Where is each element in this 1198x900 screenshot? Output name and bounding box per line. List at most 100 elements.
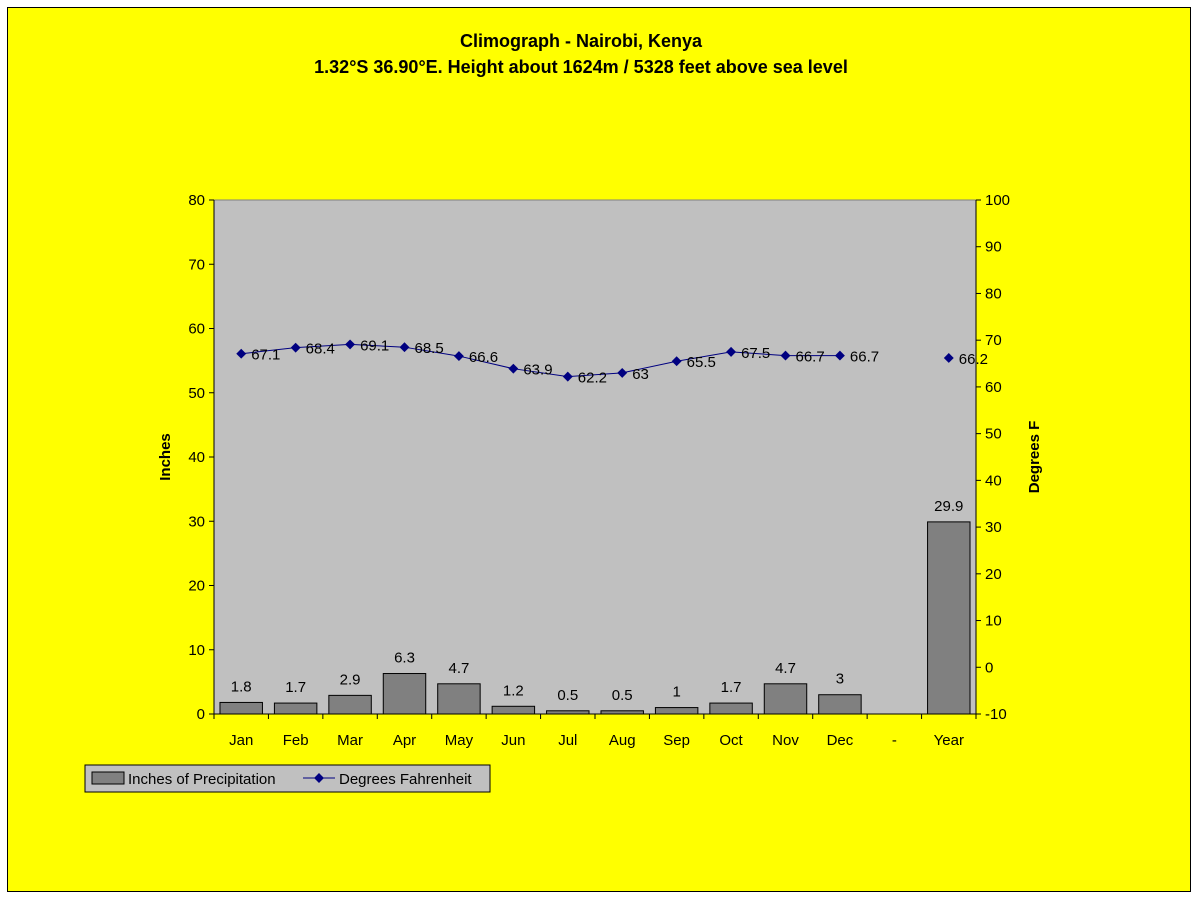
x-tick-label: Feb [283,732,309,749]
bar-value-label: 4.7 [448,660,469,677]
chart-frame: Climograph - Nairobi, Kenya 1.32°S 36.90… [7,7,1191,892]
plot-area [213,199,977,715]
temperature-marker [834,350,845,361]
x-tick-label: Jan [229,732,253,749]
temperature-value-label: 67.1 [251,347,280,364]
bar [273,702,318,715]
temperature-marker [562,371,573,382]
climograph-chart: Climograph - Nairobi, Kenya 1.32°S 36.90… [84,31,1043,793]
bar [546,710,590,715]
y-tick-label: 70 [188,256,205,273]
temperature-value-label: 62.2 [578,370,607,387]
temperature-marker [399,342,410,353]
y-tick-label: 50 [188,385,205,402]
bar-value-label: 1.7 [285,679,306,696]
temperature-value-label: 66.7 [796,349,825,366]
x-tick-label: Year [934,732,964,749]
y2-tick-label: 90 [985,239,1002,256]
bar [927,521,971,715]
bar-value-label: 4.7 [775,660,796,677]
legend-box [84,764,491,793]
x-tick-label: Apr [393,732,416,749]
legend-label-precipitation: Inches of Precipitation [128,771,276,788]
y2-tick-label: 50 [985,426,1002,443]
bar-value-label: 2.9 [340,671,361,688]
bar [600,710,644,715]
bar [763,683,808,715]
bar [219,701,263,715]
temperature-marker [617,367,628,378]
y2-tick-label: 70 [985,332,1002,349]
bar-value-label: 3 [836,671,844,688]
x-tick-label: Jun [501,732,525,749]
bar-value-label: 1.2 [503,682,524,699]
bar [654,707,699,715]
bar [382,673,427,715]
x-tick-label: Aug [609,732,636,749]
y2-tick-label: 10 [985,613,1002,630]
x-tick-label: Dec [827,732,854,749]
temperature-marker [508,363,519,374]
x-tick-label: Mar [337,732,363,749]
chart-title: Climograph - Nairobi, Kenya [460,31,703,51]
x-tick-label: Oct [719,732,743,749]
temperature-marker [943,352,954,363]
temperature-marker [671,356,682,367]
temperature-marker [345,339,356,350]
chart-subtitle: 1.32°S 36.90°E. Height about 1624m / 532… [314,57,848,77]
bar-value-label: 1.7 [721,679,742,696]
bar-value-label: 1 [672,684,680,701]
temperature-value-label: 68.5 [415,340,444,357]
bar-value-label: 1.8 [231,678,252,695]
bar-value-label: 29.9 [934,498,963,515]
legend: Inches of Precipitation Degrees Fahrenhe… [84,764,491,793]
bar [818,694,862,715]
temperature-value-label: 68.4 [306,341,335,358]
y-tick-label: 80 [188,192,205,209]
y2-tick-label: 20 [985,566,1002,583]
temperature-value-label: 69.1 [360,337,389,354]
bar [437,683,481,715]
temperature-value-label: 63.9 [523,362,552,379]
temperature-value-label: 66.6 [469,349,498,366]
y-tick-label: 10 [188,642,205,659]
y-tick-label: 0 [197,706,205,723]
temperature-marker [726,346,737,357]
y2-tick-label: 0 [985,659,993,676]
plot-group: 01020304050607080-1001020304050607080901… [188,192,1010,749]
x-tick-label: - [892,732,897,749]
x-tick-label: Sep [663,732,690,749]
temperature-line [241,343,840,378]
y2-tick-label: 40 [985,472,1002,489]
y-axis-title: Inches [157,433,174,481]
x-tick-label: Jul [558,732,577,749]
legend-bar-swatch [91,771,125,785]
temperature-value-label: 67.5 [741,345,770,362]
temperature-marker [780,350,791,361]
bar-value-label: 6.3 [394,650,415,667]
temperature-marker [453,351,464,362]
bar-value-label: 0.5 [557,687,578,704]
x-tick-label: May [445,732,474,749]
bar [328,694,372,715]
y-tick-label: 20 [188,578,205,595]
y-tick-label: 30 [188,513,205,530]
legend-label-temperature: Degrees Fahrenheit [339,771,472,788]
bar [709,702,753,715]
y2-axis-title: Degrees F [1026,421,1043,494]
bar-value-label: 0.5 [612,687,633,704]
y2-tick-label: 30 [985,519,1002,536]
x-tick-label: Nov [772,732,799,749]
legend-line-marker [314,773,324,783]
temperature-marker [236,348,247,359]
y2-tick-label: -10 [985,706,1007,723]
y-tick-label: 40 [188,449,205,466]
temperature-marker [290,342,301,353]
temperature-value-label: 66.2 [959,351,988,368]
bar [491,705,536,715]
y2-tick-label: 80 [985,285,1002,302]
y2-tick-label: 100 [985,192,1010,209]
y2-tick-label: 60 [985,379,1002,396]
temperature-value-label: 63 [632,366,649,383]
y-tick-label: 60 [188,321,205,338]
